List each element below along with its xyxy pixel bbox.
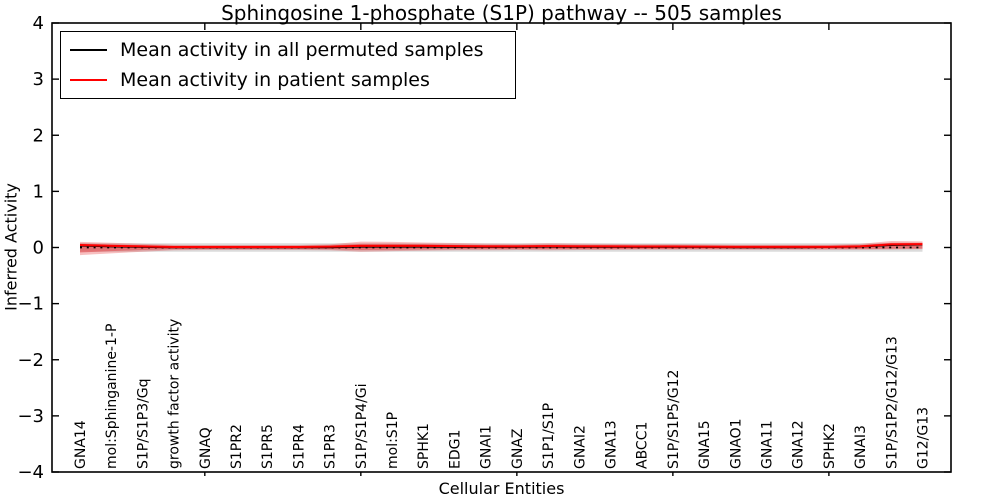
legend-label-permuted: Mean activity in all permuted samples <box>120 39 484 62</box>
patient-std-band-outer <box>80 241 923 256</box>
y-tick-label: −4 <box>17 462 44 483</box>
y-tick-label: 4 <box>33 13 44 34</box>
legend-item-permuted: Mean activity in all permuted samples <box>70 39 515 61</box>
x-category-label: GNA14 <box>73 420 89 469</box>
legend-item-patient: Mean activity in patient samples <box>70 69 515 91</box>
y-tick-label: −1 <box>17 294 44 315</box>
x-category-label: GNA11 <box>759 420 775 469</box>
x-category-label: G12/G13 <box>916 407 932 469</box>
x-category-label: S1PR4 <box>291 424 307 469</box>
x-category-label: GNAI1 <box>479 425 495 469</box>
x-category-label: ABCC1 <box>635 422 651 469</box>
x-category-label: S1P1/S1P <box>541 403 557 469</box>
x-category-label: GNA12 <box>791 420 807 469</box>
x-category-label: GNAO1 <box>728 418 744 469</box>
x-category-label: GNAQ <box>198 427 214 469</box>
x-category-label: S1P/S1P2/G12/G13 <box>884 336 900 469</box>
y-tick-label: 1 <box>33 181 44 202</box>
patient-line-swatch-icon <box>70 78 107 81</box>
y-tick-label: 3 <box>33 69 44 90</box>
x-category-label: S1PR3 <box>323 424 339 469</box>
y-tick-label: 0 <box>33 238 44 259</box>
x-category-label: mol:Sphinganine-1-P <box>104 324 120 469</box>
patient-mean-line <box>79 243 923 248</box>
x-category-label: SPHK2 <box>822 423 838 469</box>
x-category-label: S1P/S1P3/Gq <box>135 378 151 469</box>
chart-title: Sphingosine 1-phosphate (S1P) pathway --… <box>221 1 782 25</box>
x-category-label: S1P/S1P4/Gi <box>354 383 370 469</box>
x-category-label: GNA13 <box>603 420 619 469</box>
y-tick-label: −3 <box>17 406 44 427</box>
permuted-line-swatch-icon <box>70 49 107 52</box>
x-category-label: EDG1 <box>447 430 463 469</box>
x-category-label: GNAZ <box>510 429 526 470</box>
x-category-label: GNAI2 <box>572 425 588 469</box>
x-category-label: S1PR5 <box>260 424 276 469</box>
legend-label-patient: Mean activity in patient samples <box>120 68 430 91</box>
x-category-label: SPHK1 <box>416 423 432 469</box>
x-category-label: S1P/S1P5/G12 <box>666 370 682 469</box>
x-category-label: GNA15 <box>697 420 713 469</box>
x-category-label: growth factor activity <box>167 319 183 469</box>
chart-legend: Mean activity in all permuted samples Me… <box>60 31 516 99</box>
y-tick-label: −2 <box>17 350 44 371</box>
y-tick-label: 2 <box>33 125 44 146</box>
x-category-label: S1PR2 <box>229 424 245 469</box>
x-category-label: mol:S1P <box>385 412 401 469</box>
x-axis-label: Cellular Entities <box>438 479 565 498</box>
x-category-label: GNAI3 <box>853 425 869 469</box>
